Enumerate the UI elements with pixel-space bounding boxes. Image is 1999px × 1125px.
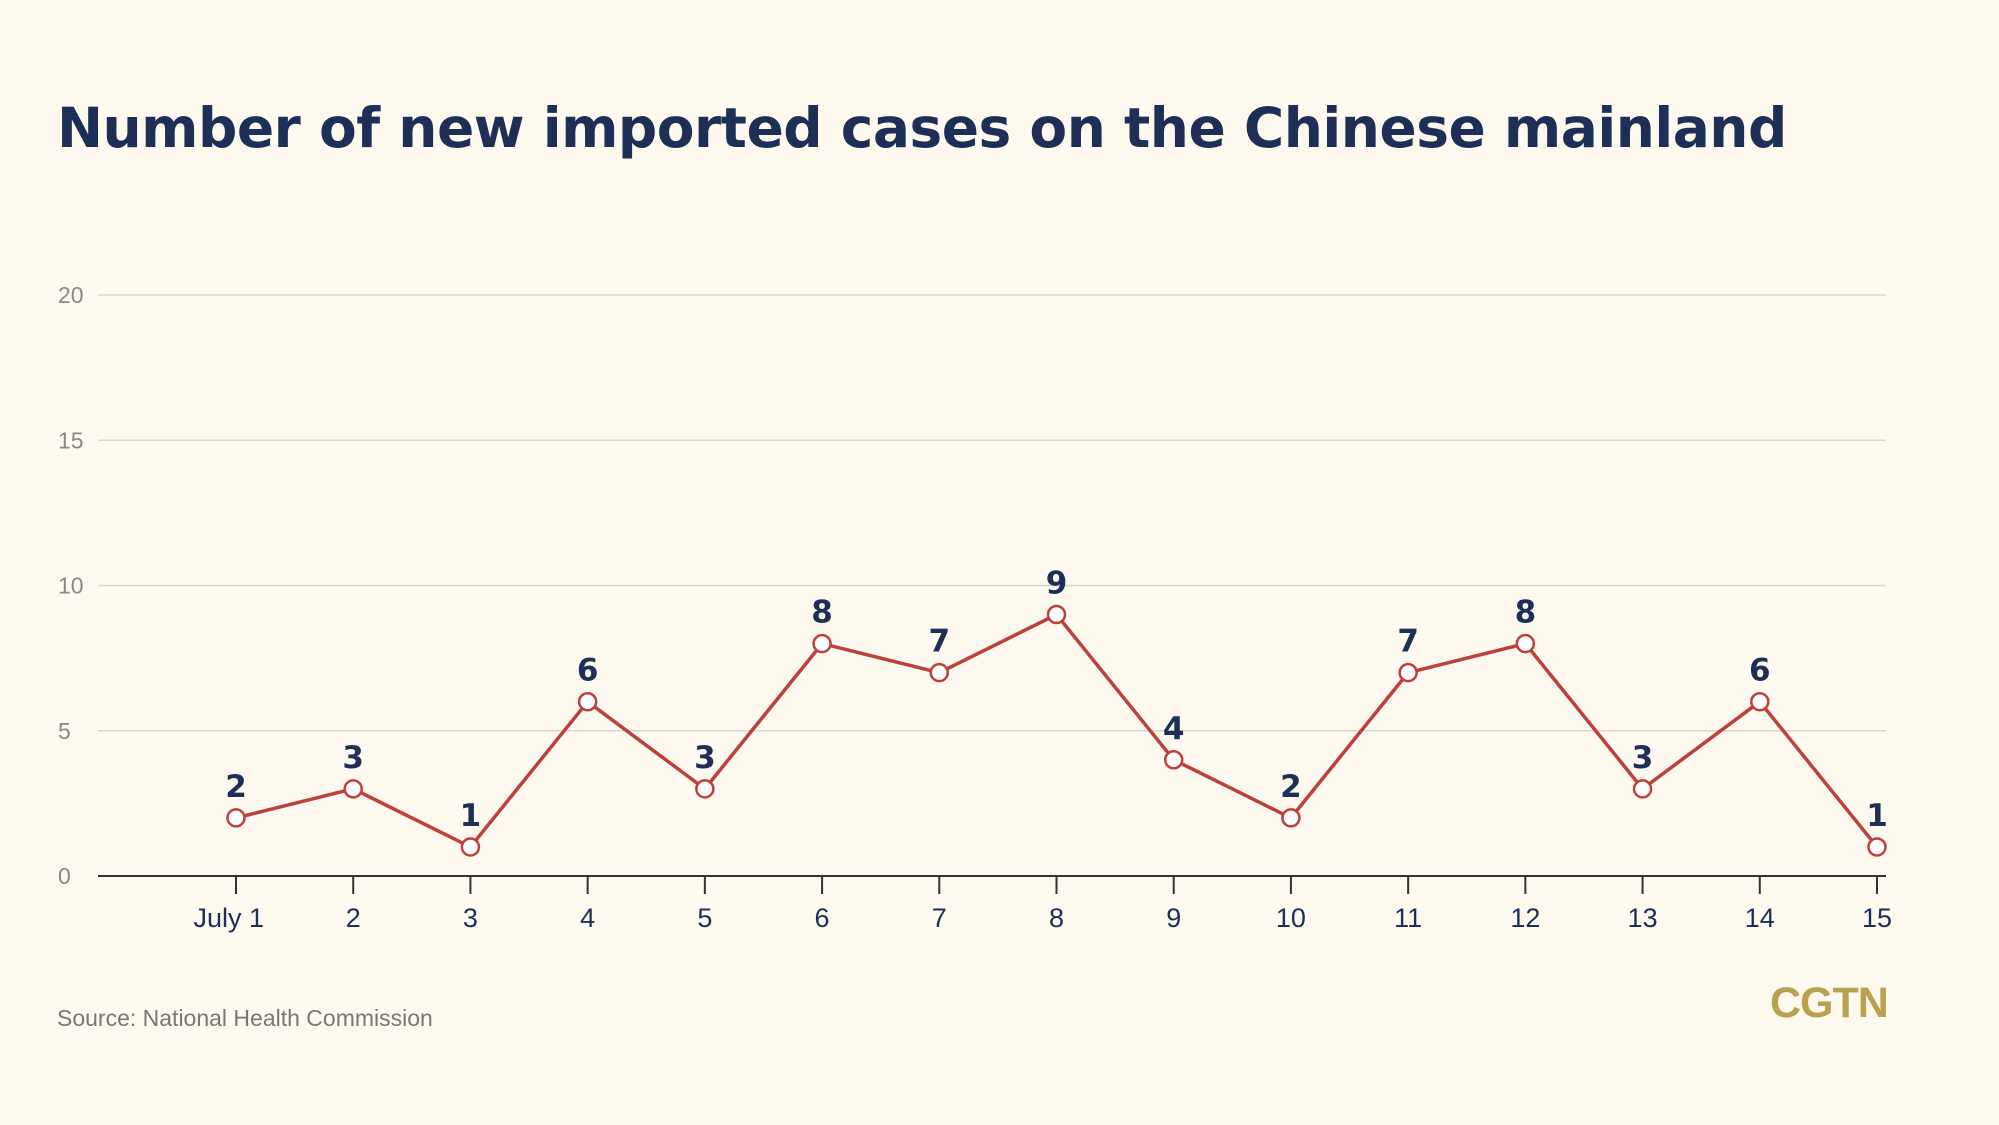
- data-point: [343, 779, 363, 799]
- data-point: [226, 808, 246, 828]
- x-tick-label: 12: [1510, 903, 1540, 933]
- grid-lines: [98, 294, 1886, 732]
- data-points: [226, 604, 1887, 857]
- data-point: [1163, 750, 1184, 770]
- data-point: [1046, 604, 1067, 625]
- data-point: [460, 837, 481, 857]
- data-point: [1515, 633, 1536, 654]
- data-label: 8: [1515, 595, 1537, 631]
- x-tick-label: 10: [1276, 903, 1306, 933]
- data-label: 9: [1046, 566, 1068, 602]
- data-label: 2: [1280, 769, 1302, 805]
- x-tick-label: 4: [580, 903, 595, 933]
- x-tick-label: 2: [346, 903, 361, 933]
- data-label: 7: [928, 624, 950, 660]
- x-tick-label: 14: [1745, 903, 1775, 933]
- y-tick-label: 10: [58, 573, 84, 599]
- data-point: [812, 633, 832, 654]
- chart-title: Number of new imported cases on the Chin…: [57, 96, 1787, 160]
- data-point: [1750, 691, 1770, 712]
- data-label: 6: [1749, 653, 1771, 689]
- x-tick-label: 11: [1394, 903, 1422, 933]
- x-axis-tick-labels: July 1 2 3 4 5 6 7 8 9 10 11 12 13 14 15: [193, 903, 1892, 933]
- x-tick-label: 5: [697, 903, 712, 933]
- data-label: 3: [342, 740, 364, 776]
- data-label: 7: [1397, 624, 1419, 660]
- data-label: 3: [1632, 740, 1654, 776]
- data-label: 1: [1866, 798, 1888, 834]
- data-label: 8: [811, 595, 833, 631]
- x-tick-label: 7: [932, 903, 947, 933]
- y-tick-label: 15: [58, 427, 84, 453]
- x-tick-label: 3: [463, 903, 478, 933]
- y-tick-label: 5: [58, 718, 71, 744]
- data-point: [929, 662, 950, 683]
- data-point: [577, 691, 598, 712]
- cgtn-logo: CGTN: [1770, 979, 1889, 1027]
- x-tick-label: 13: [1628, 903, 1658, 933]
- y-axis-tick-labels: 0 5 10 15 20: [58, 282, 84, 889]
- y-tick-label: 20: [58, 282, 84, 308]
- y-tick-label: 0: [58, 863, 71, 889]
- data-point: [1281, 808, 1301, 828]
- data-label: 6: [577, 653, 599, 689]
- x-tick-label: 15: [1862, 903, 1892, 933]
- data-label: 3: [694, 740, 716, 776]
- data-point: [1398, 662, 1418, 683]
- data-point: [1632, 779, 1653, 799]
- data-label: 4: [1163, 711, 1185, 747]
- x-tick-label: 6: [815, 903, 830, 933]
- x-tick-label: 9: [1166, 903, 1181, 933]
- data-label: 1: [460, 798, 482, 834]
- x-tick-label: July 1: [193, 903, 264, 933]
- data-point: [695, 779, 715, 799]
- data-label: 2: [225, 769, 247, 805]
- data-labels: 2 3 1 6 3 8 7 9 4 2 7 8 3 6 1: [225, 566, 1888, 834]
- x-tick-label: 8: [1049, 903, 1064, 933]
- data-point: [1867, 837, 1887, 857]
- x-axis: [98, 875, 1886, 894]
- source-note: Source: National Health Commission: [57, 1005, 433, 1031]
